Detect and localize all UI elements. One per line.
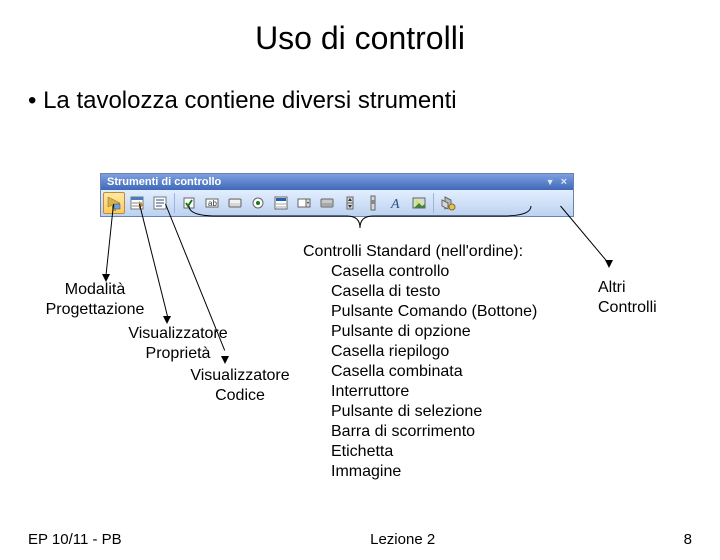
standard-item: Casella di testo xyxy=(331,282,537,302)
arrow-head-properties xyxy=(163,316,171,324)
label-design-mode: ModalitàProgettazione xyxy=(30,280,160,320)
design-mode-icon[interactable] xyxy=(103,192,125,214)
standard-item: Casella riepilogo xyxy=(331,342,537,362)
standard-item: Immagine xyxy=(331,462,537,482)
brace-icon xyxy=(187,204,533,230)
arrow-head-more xyxy=(605,260,613,268)
label-more-controls: AltriControlli xyxy=(598,278,698,318)
standard-item: Pulsante di opzione xyxy=(331,322,537,342)
standard-item: Etichetta xyxy=(331,442,537,462)
label-properties: VisualizzatoreProprietà xyxy=(108,324,248,364)
toolbar-options-icon[interactable]: ▼ xyxy=(546,177,555,187)
slide-title: Uso di controlli xyxy=(0,20,720,57)
arrow-more xyxy=(560,206,608,263)
standard-item: Casella controllo xyxy=(331,262,537,282)
standard-item: Interruttore xyxy=(331,382,537,402)
bullet-text: La tavolozza contiene diversi strumenti xyxy=(28,87,720,115)
toolbar-title-text: Strumenti di controllo xyxy=(107,176,221,188)
toolbar-separator xyxy=(174,193,175,213)
standard-item: Barra di scorrimento xyxy=(331,422,537,442)
label-code: VisualizzatoreCodice xyxy=(170,366,310,406)
toolbar-close-icon[interactable]: × xyxy=(561,176,567,188)
standard-item: Casella combinata xyxy=(331,362,537,382)
standard-controls-head: Controlli Standard (nell'ordine): xyxy=(303,242,537,262)
standard-controls-list: Controlli Standard (nell'ordine): Casell… xyxy=(303,242,537,482)
properties-icon[interactable] xyxy=(126,192,148,214)
toolbar-titlebar[interactable]: Strumenti di controllo ▼ × xyxy=(101,174,573,190)
standard-item: Pulsante Comando (Bottone) xyxy=(331,302,537,322)
standard-item: Pulsante di selezione xyxy=(331,402,537,422)
